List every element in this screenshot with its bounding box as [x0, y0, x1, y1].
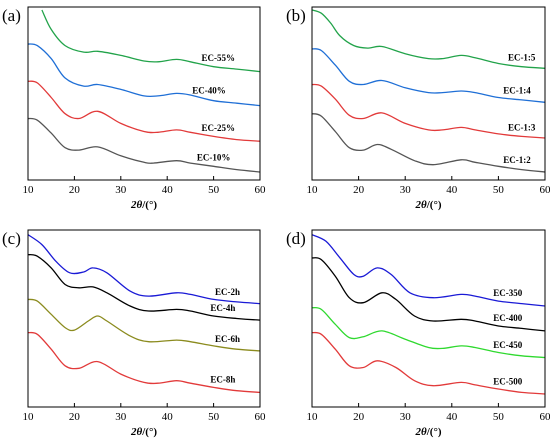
plot-frame — [27, 229, 261, 408]
x-tick-label: 40 — [446, 184, 458, 196]
x-tick-label: 50 — [493, 411, 505, 423]
panel-label: (b) — [286, 6, 306, 25]
series-label: EC-40% — [192, 86, 226, 96]
series-line-ec-10- — [28, 117, 260, 173]
x-axis-unit: /(°) — [141, 199, 157, 211]
x-axis-variable: 2θ — [130, 199, 143, 211]
x-tick-label: 50 — [493, 184, 505, 196]
series-label: EC-1:4 — [503, 85, 531, 95]
series-line-ec-40- — [28, 43, 260, 107]
x-tick-label: 30 — [400, 184, 412, 196]
x-tick-label: 40 — [446, 411, 458, 423]
x-axis-unit: /(°) — [426, 199, 442, 211]
series-label: EC-1:5 — [508, 53, 536, 63]
x-tick-label: 50 — [208, 411, 220, 423]
x-tick-label: 10 — [307, 184, 319, 196]
series-line-ec-8h — [28, 331, 260, 394]
x-axis-title: 2θ/(°) — [415, 199, 442, 211]
x-tick-label: 30 — [400, 411, 412, 423]
series-label: EC-500 — [493, 376, 522, 386]
x-tick-label: 20 — [69, 411, 81, 423]
x-tick-label: 50 — [208, 184, 220, 196]
series-line-ec-25- — [28, 80, 260, 142]
x-tick-label: 60 — [540, 411, 550, 423]
x-tick-label: 60 — [255, 411, 267, 423]
chart-panel-2: EC-1:5 EC-1:4 EC-1:3 EC-1:2 10 20 30 40 50 60 2θ/(… — [286, 6, 550, 211]
chart-panel-1: EC-55% EC-40% EC-25% EC-10% 10 20 30 40 50 60 2θ/(… — [2, 6, 266, 211]
series-line-ec-350 — [312, 234, 545, 307]
x-tick-label: 30 — [115, 411, 127, 423]
series-label: EC-25% — [201, 123, 235, 133]
x-tick-label: 10 — [23, 411, 35, 423]
series-label: EC-55% — [201, 53, 235, 63]
series-label: EC-350 — [493, 288, 522, 298]
x-tick-label: 20 — [353, 411, 365, 423]
series-label: EC-400 — [493, 313, 522, 323]
x-axis-unit: /(°) — [141, 426, 157, 438]
x-tick-label: 20 — [69, 184, 81, 196]
series-line-ec-1-4 — [312, 48, 545, 103]
series-line-ec-4h — [28, 253, 260, 321]
x-axis-title: 2θ/(°) — [130, 426, 157, 438]
plot-frame — [311, 6, 546, 181]
x-axis-variable: 2θ — [130, 426, 143, 438]
x-tick-label: 30 — [115, 184, 127, 196]
series-line-ec-55- — [41, 9, 260, 73]
series-label: EC-6h — [215, 334, 240, 344]
x-tick-label: 20 — [353, 184, 365, 196]
x-axis-variable: 2θ — [415, 199, 428, 211]
chart-panel-4: EC-350 EC-400 EC-450 EC-500 10 20 30 40 50 60 2θ/(… — [286, 229, 550, 438]
plot-frame — [27, 6, 261, 181]
panel-label: (a) — [2, 6, 21, 25]
x-axis-unit: /(°) — [426, 426, 442, 438]
x-tick-label: 40 — [162, 411, 174, 423]
series-line-ec-6h — [28, 298, 260, 352]
series-line-ec-500 — [312, 331, 545, 395]
series-label: EC-1:2 — [503, 155, 531, 165]
series-line-ec-1-3 — [312, 83, 545, 139]
series-line-ec-400 — [312, 257, 545, 332]
series-line-ec-1-2 — [312, 113, 545, 173]
series-label: EC-450 — [493, 340, 522, 350]
series-line-ec-1-5 — [312, 9, 545, 69]
x-tick-label: 10 — [307, 411, 319, 423]
series-label: EC-1:3 — [508, 122, 536, 132]
panel-label: (d) — [286, 229, 306, 248]
plot-frame — [311, 229, 546, 408]
series-label: EC-2h — [215, 287, 240, 297]
series-label: EC-10% — [197, 152, 231, 162]
x-axis-title: 2θ/(°) — [415, 426, 442, 438]
x-axis-title: 2θ/(°) — [130, 199, 157, 211]
x-tick-label: 60 — [255, 184, 267, 196]
series-label: EC-8h — [210, 375, 235, 385]
series-label: EC-4h — [210, 303, 235, 313]
x-axis-variable: 2θ — [415, 426, 428, 438]
x-tick-label: 60 — [540, 184, 550, 196]
chart-panel-3: EC-2h EC-4h EC-6h EC-8h 10 20 30 40 50 60 2θ/(°) (c… — [2, 229, 266, 438]
series-line-ec-450 — [312, 306, 545, 359]
series-line-ec-2h — [28, 234, 260, 305]
panel-label: (c) — [2, 229, 21, 248]
x-tick-label: 40 — [162, 184, 174, 196]
x-tick-label: 10 — [23, 184, 35, 196]
